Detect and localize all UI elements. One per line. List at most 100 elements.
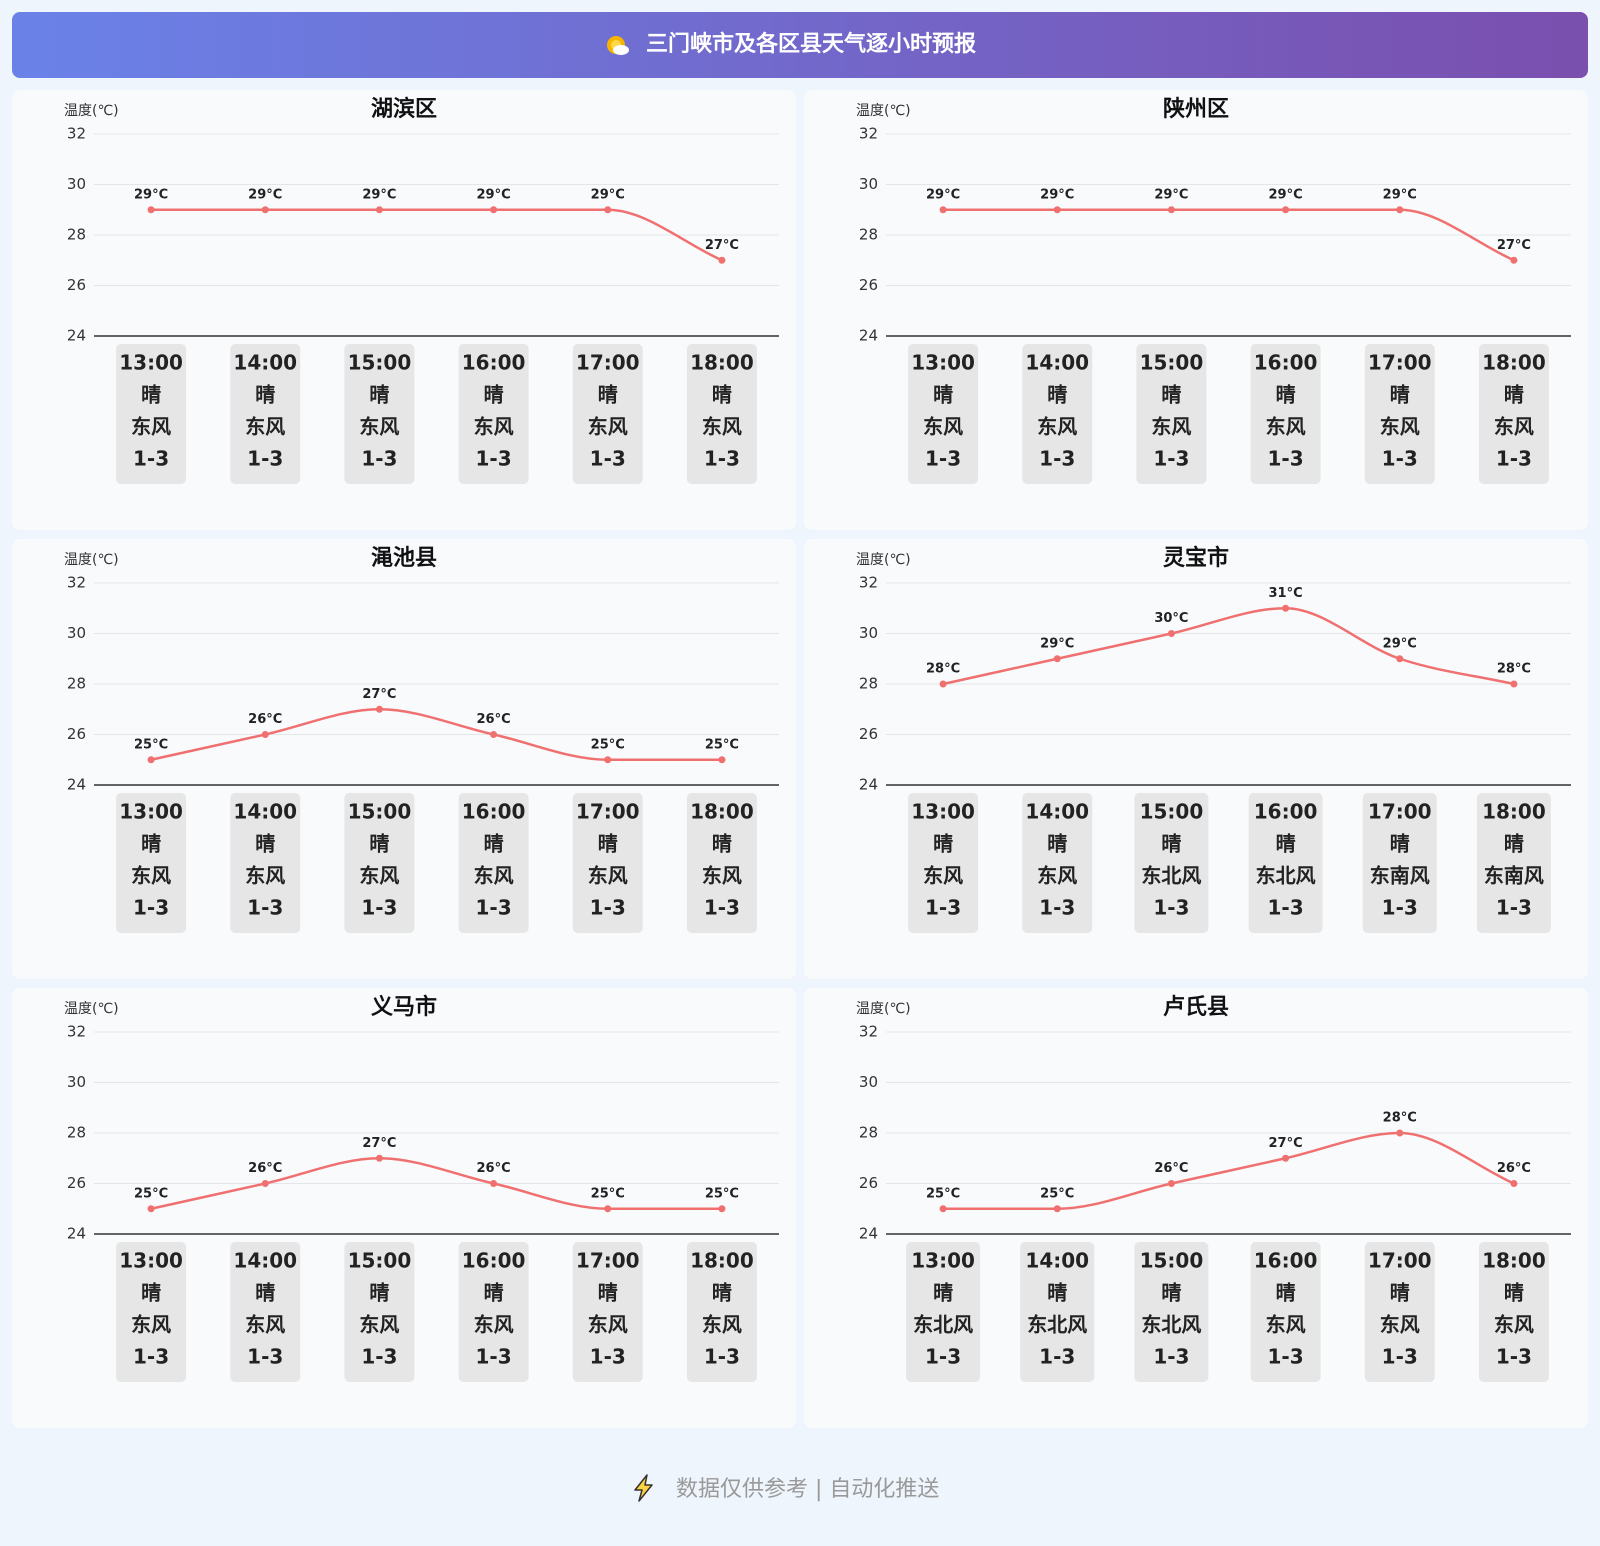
temperature-line [943,208,1515,262]
x-tick-label: 15:00 [348,351,412,375]
hour-box [1250,344,1321,484]
y-tick-label: 28 [859,1124,878,1142]
hour-box [1362,793,1437,933]
weather-label: 晴 [141,383,161,407]
x-tick-label: 15:00 [1140,351,1204,375]
x-tick-label: 14:00 [233,351,297,375]
data-point [261,206,269,214]
header-icon [607,36,629,55]
y-tick-label: 30 [859,1073,878,1091]
x-tick-label: 16:00 [462,800,526,824]
y-tick-label: 24 [67,776,86,794]
hour-box [1364,1242,1435,1382]
wind-label: 东风 [923,415,963,439]
data-point [604,1205,612,1213]
x-tick-label: 13:00 [119,800,183,824]
weather-label: 晴 [484,383,504,407]
wind-label: 东风 [1494,415,1534,439]
wind-label: 东风 [1380,1313,1420,1337]
x-tick-label: 17:00 [576,800,640,824]
hour-box [344,1242,415,1382]
hour-box [1364,344,1435,484]
hour-box [686,1242,757,1382]
wind-level-label: 1-3 [1153,896,1189,920]
weather-label: 晴 [933,383,953,407]
wind-label: 东风 [588,1313,628,1337]
x-tick-label: 16:00 [1254,351,1318,375]
weather-label: 晴 [933,1281,953,1305]
y-axis-label: 温度(℃) [856,103,911,119]
weather-label: 晴 [712,832,732,856]
data-point [490,731,498,738]
value-label: 26°C [477,1161,511,1176]
y-tick-label: 30 [859,175,878,193]
x-tick-label: 17:00 [576,1249,640,1273]
x-tick-label: 15:00 [348,800,412,824]
data-point [604,756,612,764]
value-label: 28°C [1497,662,1531,677]
hour-box [906,1242,981,1382]
weather-label: 晴 [484,832,504,856]
weather-label: 晴 [598,383,618,407]
value-label: 27°C [362,1136,396,1151]
weather-label: 晴 [369,832,389,856]
data-point [375,1154,383,1162]
wind-label: 东风 [131,415,171,439]
x-tick-label: 18:00 [690,351,754,375]
value-label: 29°C [1040,187,1074,202]
x-tick-label: 16:00 [462,1249,526,1273]
chart-card: 渑池县 温度(℃) 24 26 28 30 32 25°C 13:00 晴东风 1-3 26°C 14:… [12,539,796,979]
y-tick-label: 28 [67,226,86,244]
data-point [1167,206,1175,214]
wind-label: 东风 [1380,415,1420,439]
wind-level-label: 1-3 [361,896,397,920]
value-label: 27°C [362,687,396,702]
weather-label: 晴 [141,1281,161,1305]
value-label: 25°C [705,1186,739,1201]
y-tick-label: 28 [67,675,86,693]
header-title: 三门峡市及各区县天气逐小时预报 [646,31,976,57]
hour-box [1020,1242,1095,1382]
value-label: 27°C [1497,238,1531,253]
data-point [1396,1129,1404,1137]
weather-label: 晴 [1276,1281,1296,1305]
value-label: 25°C [134,1186,168,1201]
data-point [939,1205,947,1213]
weather-label: 晴 [1390,1281,1410,1305]
y-tick-label: 30 [67,175,86,193]
weather-label: 晴 [141,832,161,856]
wind-label: 东北风 [1256,864,1316,888]
x-tick-label: 18:00 [690,1249,754,1273]
wind-level-label: 1-3 [133,1345,169,1369]
hour-box [116,793,187,933]
hour-box [230,1242,301,1382]
hour-box [344,344,415,484]
value-label: 29°C [1154,187,1188,202]
wind-label: 东风 [1037,415,1077,439]
x-tick-label: 13:00 [119,1249,183,1273]
wind-label: 东北风 [1141,1313,1201,1337]
value-label: 26°C [1154,1161,1188,1176]
temperature-line [942,606,1515,686]
hour-box [1022,793,1093,933]
value-label: 26°C [248,712,282,727]
wind-label: 东风 [702,1313,742,1337]
value-label: 29°C [1383,187,1417,202]
hour-box [572,793,643,933]
wind-level-label: 1-3 [247,447,283,471]
value-label: 27°C [705,238,739,253]
wind-level-label: 1-3 [133,896,169,920]
value-label: 26°C [477,712,511,727]
y-tick-label: 24 [859,1225,878,1243]
wind-label: 东风 [245,864,285,888]
y-axis-label: 温度(℃) [64,103,119,119]
y-tick-label: 24 [859,327,878,345]
hour-box [458,344,529,484]
value-label: 26°C [1497,1161,1531,1176]
value-label: 28°C [926,662,960,677]
wind-level-label: 1-3 [1039,896,1075,920]
wind-label: 东风 [1151,415,1191,439]
value-label: 29°C [477,187,511,202]
